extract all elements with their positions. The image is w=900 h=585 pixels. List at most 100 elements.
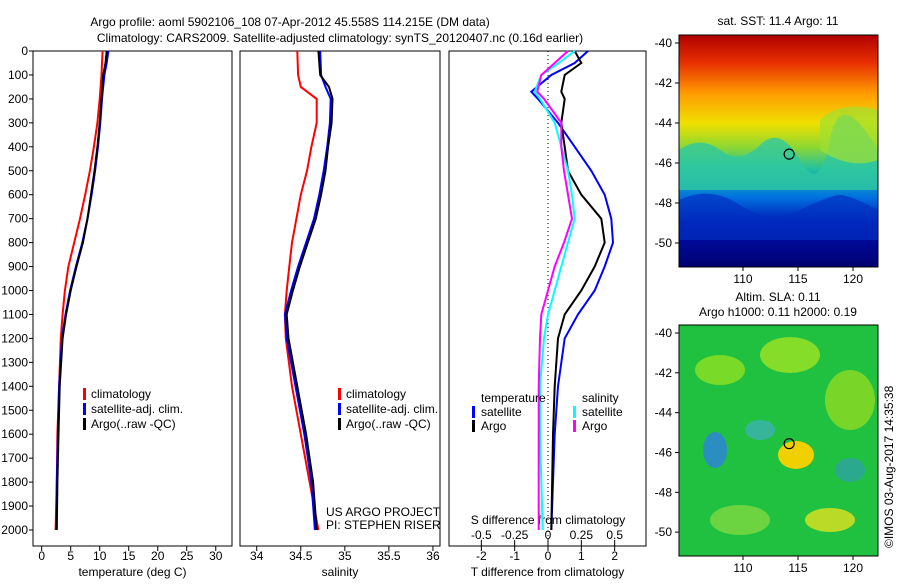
project-annotation: US ARGO PROJECT [326,505,441,519]
series-line-t-satellite [529,50,615,531]
map-frame [678,34,879,268]
lon-tick-label: 120 [843,561,863,575]
legend-title: temperature [481,391,546,405]
series-line-climatology [54,50,104,531]
x-tick-label: 25 [180,549,194,563]
lat-tick-label: -50 [655,236,673,250]
y-tick-label: 1000 [1,284,28,298]
x-tick-label: 2 [611,549,618,563]
lat-tick-label: -44 [655,406,673,420]
x-axis-label: salinity [322,565,359,579]
y-tick-label: 900 [8,260,28,274]
x-tick-label: 36 [426,549,440,563]
y-tick-label: 1100 [2,307,28,321]
salinity-panel: 34 34.5 35 35.5 36 salinity climatologysatelli… [239,50,441,579]
s-tick-label: 0 [545,528,552,542]
y-tick-label: 200 [8,92,28,106]
s-tick-label: -0.25 [501,528,529,542]
x-axis-label: T difference from climatology [471,565,625,579]
plot-frame [32,50,233,547]
x-tick-label: 1 [578,549,585,563]
y-tick-label: 100 [8,68,28,82]
y-tick-label: 1600 [1,427,28,441]
legend-label: satellite [481,405,522,419]
plot-frame [239,50,441,547]
argo-location-marker [783,148,795,160]
y-tick-label: 500 [8,164,28,178]
lon-tick-label: 115 [788,561,807,575]
x-tick-label: 10 [93,549,107,563]
lon-tick-label: 120 [843,272,863,286]
legend-swatch [83,403,86,415]
legend-label: climatology [346,387,406,401]
x-tick-label: -1 [509,549,520,563]
lat-tick-label: -50 [655,525,673,539]
lon-tick-label: 110 [733,272,752,286]
y-tick-label: 300 [8,116,28,130]
series-line-climatology [283,50,320,531]
sst-map-title: sat. SST: 11.4 Argo: 11 [718,14,839,28]
lat-tick-label: -46 [655,156,673,170]
legend-label: Argo(..raw -QC) [91,417,176,431]
legend-label: Argo [582,419,608,433]
sla-title-1: Altim. SLA: 0.11 [735,290,820,304]
x-tick-label: 35.5 [377,549,401,563]
y-tick-label: 400 [8,140,28,154]
x-tick-label: 15 [122,549,136,563]
x-tick-label: 34 [250,549,264,563]
lat-tick-label: -42 [655,366,673,380]
legend-swatch [472,420,475,432]
x-tick-label: 0 [545,549,552,563]
legend-label: satellite-adj. clim. [346,402,438,416]
y-tick-label: 0 [21,44,28,58]
legend-label: Argo(..raw -QC) [346,417,431,431]
lat-tick-label: -48 [655,196,673,210]
lon-tick-label: 110 [733,561,752,575]
lat-tick-label: -48 [655,485,673,499]
y-tick-label: 700 [8,212,28,226]
legend-label: climatology [91,387,151,401]
legend-swatch [338,403,341,415]
y-tick-label: 1800 [1,475,28,489]
legend-swatch [83,418,86,430]
project-annotation: PI: STEPHEN RISER [326,518,441,532]
s-tick-label: 0.5 [606,528,623,542]
map-frame [678,324,879,557]
lon-tick-label: 115 [788,272,807,286]
x-tick-label: 0 [38,549,45,563]
lat-tick-label: -40 [655,326,673,340]
s-axis-label: S difference from climatology [471,513,626,527]
legend-label: satellite-adj. clim. [91,402,183,416]
y-tick-label: 600 [8,188,28,202]
lat-tick-label: -40 [655,36,673,50]
series-line-satellite-adj-clim- [283,50,332,531]
temperature-panel: 0 5 10 15 20 25 30 temperature (deg C) 0 100 200 30… [1,44,233,579]
lat-tick-label: -42 [655,76,673,90]
series-line-s-argo [536,50,574,530]
sla-map [679,325,878,556]
s-tick-label: -0.5 [471,528,492,542]
legend-swatch [83,388,86,400]
legend-swatch [338,388,341,400]
difference-panel: -2 -1 0 1 2 T difference from climatology -0.5… [448,50,647,579]
lat-tick-label: -46 [655,445,673,459]
legend-title: salinity [582,391,619,405]
sst-map [679,35,878,267]
y-tick-label: 1500 [1,403,28,417]
y-tick-label: 2000 [1,523,28,537]
x-tick-label: 20 [151,549,165,563]
legend-swatch [338,418,341,430]
x-tick-label: 5 [67,549,74,563]
series-line-argo [55,50,108,531]
argo-location-marker [783,438,795,450]
y-tick-label: 1400 [1,379,28,393]
x-tick-label: 34.5 [289,549,313,563]
y-tick-label: 800 [8,236,28,250]
x-tick-label: 35 [338,549,352,563]
y-tick-label: 1200 [1,331,28,345]
series-line-argo [285,50,334,531]
s-tick-label: 0.25 [570,528,594,542]
legend-swatch [472,406,475,418]
lat-tick-label: -44 [655,116,673,130]
legend-swatch [573,406,576,418]
